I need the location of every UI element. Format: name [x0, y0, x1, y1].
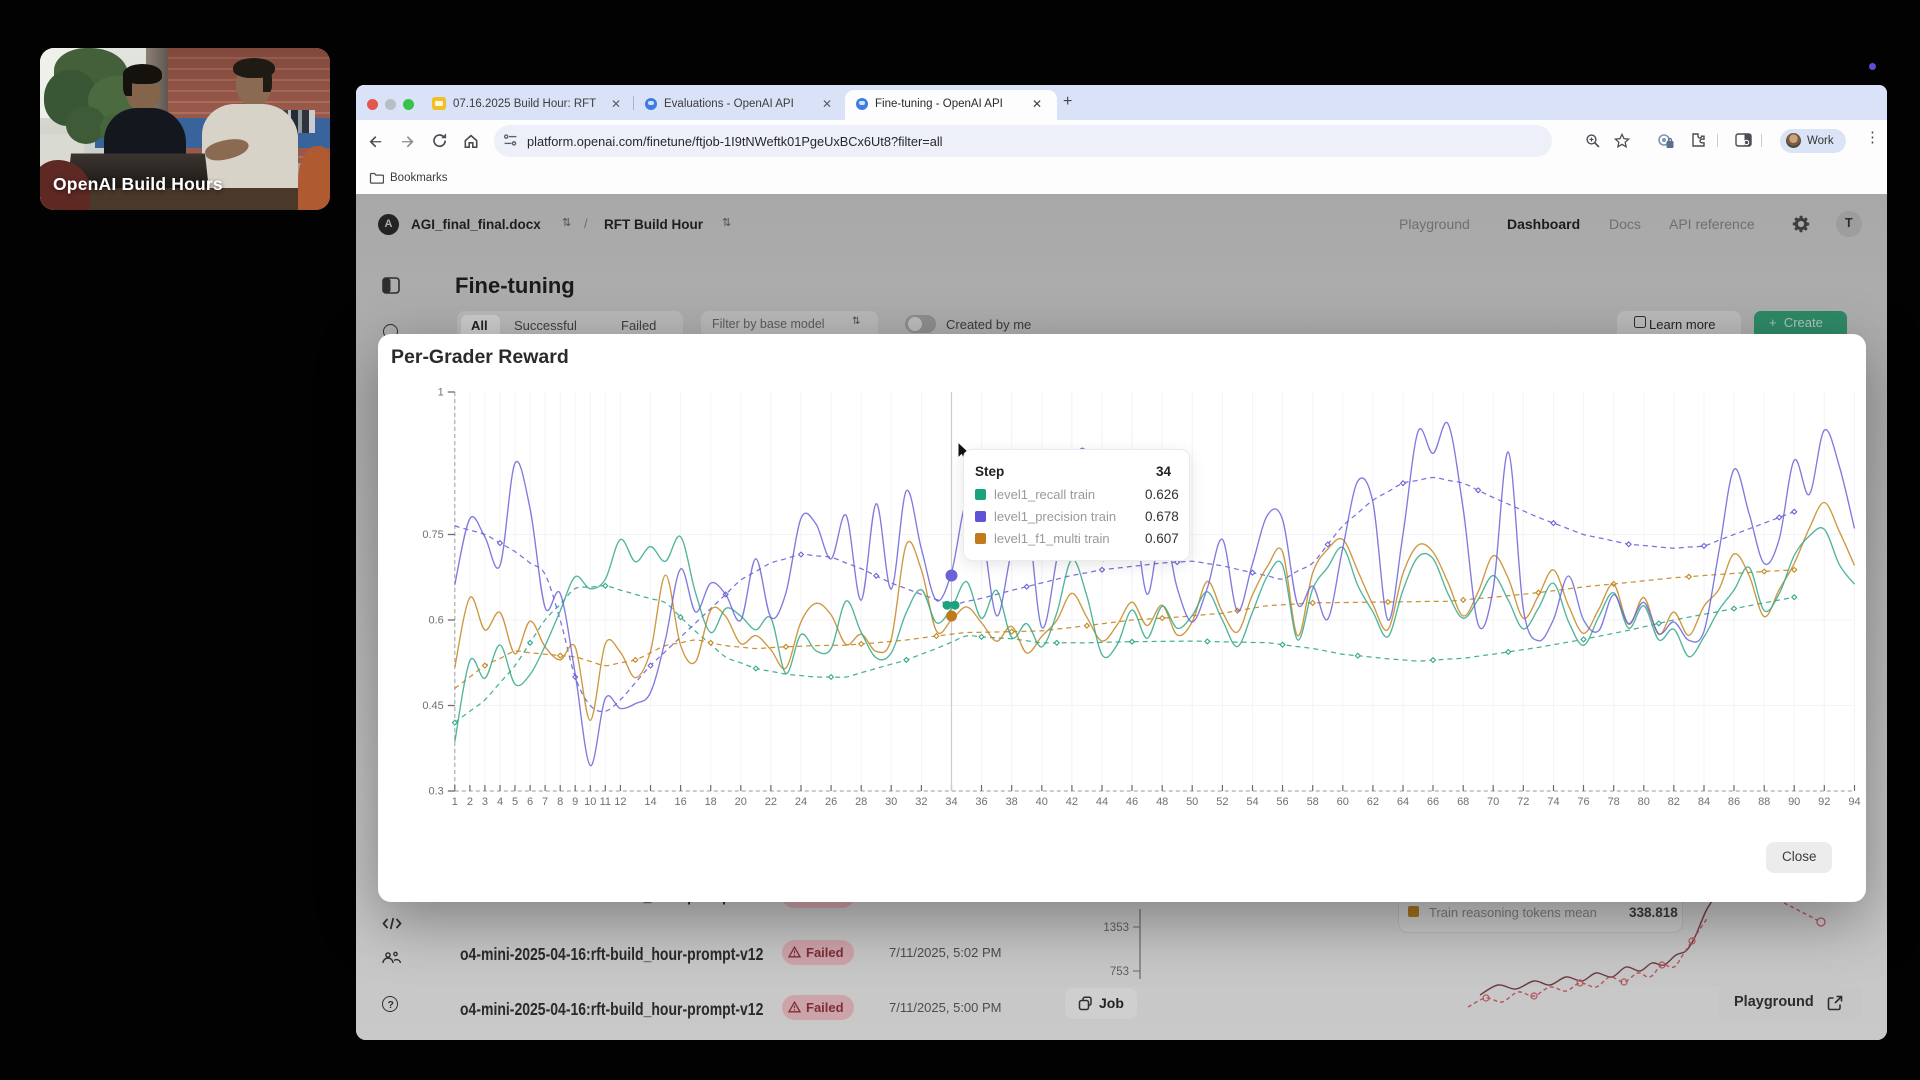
svg-text:18: 18: [705, 796, 717, 808]
svg-text:50: 50: [1186, 796, 1198, 808]
svg-text:16: 16: [674, 796, 686, 808]
svg-text:70: 70: [1487, 796, 1499, 808]
svg-text:5: 5: [512, 796, 518, 808]
svg-text:68: 68: [1457, 796, 1469, 808]
svg-text:1: 1: [438, 387, 444, 399]
svg-text:26: 26: [825, 796, 837, 808]
svg-text:0.3: 0.3: [429, 786, 444, 798]
svg-text:74: 74: [1547, 796, 1559, 808]
svg-text:46: 46: [1126, 796, 1138, 808]
svg-text:8: 8: [557, 796, 563, 808]
svg-text:32: 32: [915, 796, 927, 808]
svg-text:14: 14: [644, 796, 656, 808]
svg-text:92: 92: [1818, 796, 1830, 808]
svg-text:44: 44: [1096, 796, 1108, 808]
svg-text:58: 58: [1307, 796, 1319, 808]
svg-text:0.75: 0.75: [422, 529, 443, 541]
svg-text:22: 22: [765, 796, 777, 808]
svg-text:0.6: 0.6: [429, 615, 444, 627]
svg-text:0.45: 0.45: [422, 700, 443, 712]
svg-text:48: 48: [1156, 796, 1168, 808]
svg-text:34: 34: [945, 796, 957, 808]
svg-text:80: 80: [1638, 796, 1650, 808]
svg-text:56: 56: [1276, 796, 1288, 808]
svg-text:9: 9: [572, 796, 578, 808]
svg-text:24: 24: [795, 796, 807, 808]
svg-text:2: 2: [467, 796, 473, 808]
svg-text:62: 62: [1367, 796, 1379, 808]
svg-text:90: 90: [1788, 796, 1800, 808]
svg-text:1: 1: [452, 796, 458, 808]
svg-text:7: 7: [542, 796, 548, 808]
svg-text:76: 76: [1577, 796, 1589, 808]
svg-text:4: 4: [497, 796, 503, 808]
svg-text:60: 60: [1337, 796, 1349, 808]
svg-text:3: 3: [482, 796, 488, 808]
svg-text:54: 54: [1246, 796, 1258, 808]
svg-text:78: 78: [1608, 796, 1620, 808]
svg-text:72: 72: [1517, 796, 1529, 808]
svg-text:84: 84: [1698, 796, 1710, 808]
svg-text:88: 88: [1758, 796, 1770, 808]
svg-text:42: 42: [1066, 796, 1078, 808]
svg-text:36: 36: [975, 796, 987, 808]
svg-text:40: 40: [1036, 796, 1048, 808]
svg-text:82: 82: [1668, 796, 1680, 808]
svg-text:6: 6: [527, 796, 533, 808]
svg-text:28: 28: [855, 796, 867, 808]
svg-text:66: 66: [1427, 796, 1439, 808]
svg-text:1353: 1353: [1103, 922, 1129, 934]
svg-text:11: 11: [600, 796, 611, 808]
svg-text:12: 12: [614, 796, 626, 808]
svg-text:94: 94: [1848, 796, 1860, 808]
svg-text:30: 30: [885, 796, 897, 808]
svg-text:38: 38: [1006, 796, 1018, 808]
svg-text:20: 20: [735, 796, 747, 808]
svg-text:10: 10: [584, 796, 596, 808]
svg-text:753: 753: [1110, 966, 1129, 978]
svg-text:86: 86: [1728, 796, 1740, 808]
svg-text:64: 64: [1397, 796, 1409, 808]
svg-text:52: 52: [1216, 796, 1228, 808]
